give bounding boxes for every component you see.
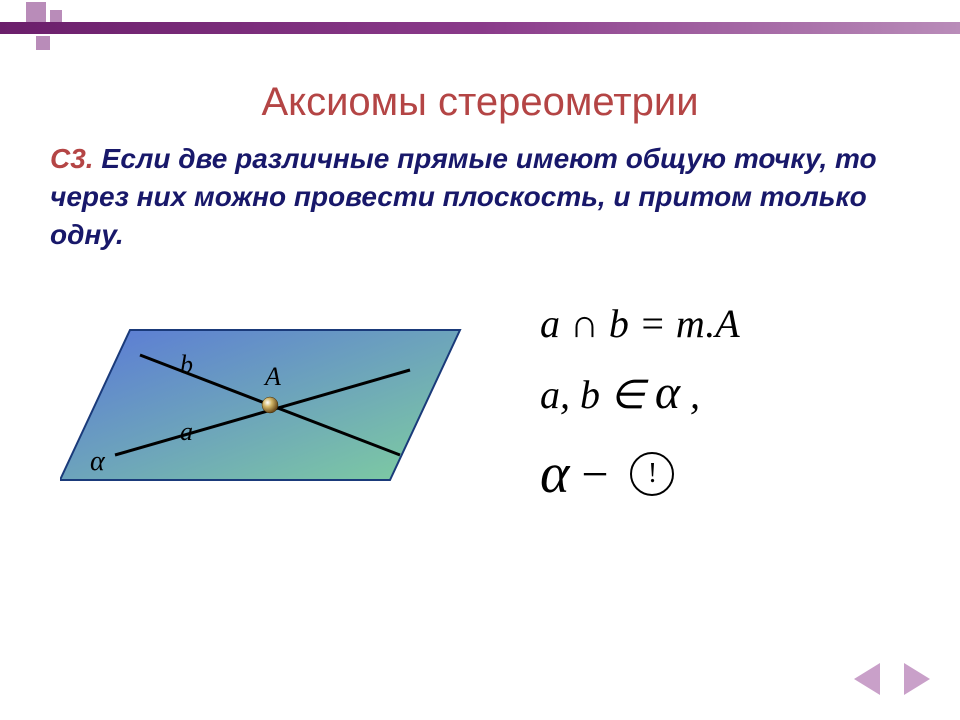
- unique-icon: !: [630, 452, 674, 496]
- page-title: Аксиомы стереометрии: [0, 80, 960, 125]
- formula-line-2: a, b ∈ α ,: [540, 365, 940, 420]
- label-big-a: A: [263, 362, 281, 391]
- axiom-body: Если две различные прямые имеют общую то…: [50, 143, 877, 250]
- deco-square: [26, 2, 46, 22]
- formula-block: a ∩ b = т.A a, b ∈ α , α − !: [540, 300, 940, 506]
- formula-line-1: a ∩ b = т.A: [540, 300, 940, 347]
- geometry-diagram: α a b A: [60, 300, 490, 520]
- formula-line-3: α − !: [540, 442, 940, 506]
- nav-controls: [854, 663, 930, 695]
- deco-square: [50, 10, 62, 22]
- point-a: [262, 397, 278, 413]
- label-b: b: [180, 350, 193, 379]
- header-gradient-bar: [0, 22, 960, 34]
- deco-square: [36, 36, 50, 50]
- next-button[interactable]: [904, 663, 930, 695]
- axiom-tag: С3.: [50, 143, 94, 174]
- prev-button[interactable]: [854, 663, 880, 695]
- axiom-text: С3. Если две различные прямые имеют общу…: [50, 140, 920, 253]
- label-a: a: [180, 417, 193, 446]
- plane-alpha: [60, 330, 460, 480]
- label-alpha: α: [90, 446, 106, 477]
